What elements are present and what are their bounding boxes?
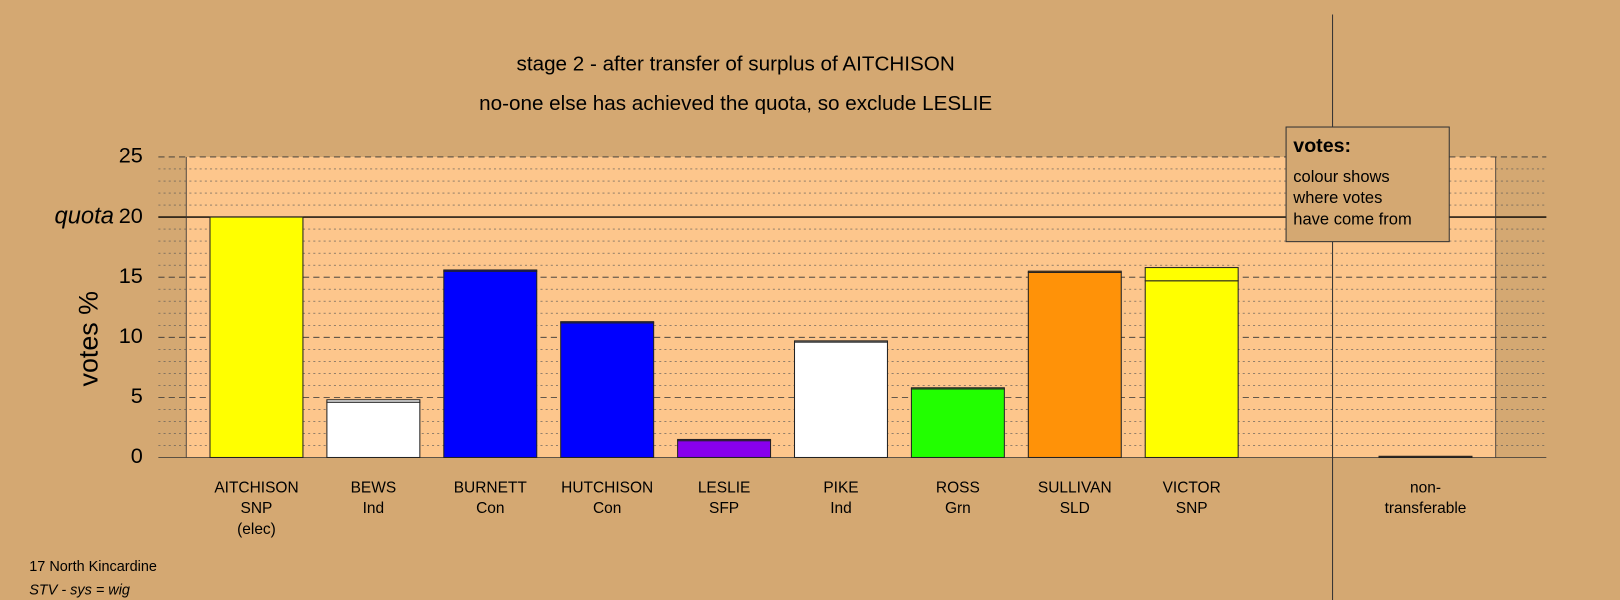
- bar-segment: [1378, 455, 1473, 459]
- footer-line: 17 North Kincardine: [29, 559, 157, 575]
- bar-segment: [209, 216, 304, 459]
- quota-label: quota: [55, 202, 114, 229]
- bar-segment: [793, 340, 888, 343]
- legend-line: colour shows: [1293, 167, 1389, 186]
- bar-segment: [560, 322, 655, 459]
- y-tick-label: 25: [119, 143, 143, 168]
- bar-segment: [1144, 280, 1239, 459]
- legend-line: have come from: [1293, 209, 1411, 228]
- bar-segment: [560, 321, 655, 324]
- bar-segment: [793, 341, 888, 459]
- x-tick-label: BURNETT: [454, 480, 528, 497]
- legend-box: [1285, 126, 1450, 243]
- x-tick-label: Con: [593, 500, 621, 517]
- x-tick-label: SFP: [709, 500, 739, 517]
- x-tick-label: Ind: [363, 500, 385, 517]
- x-tick-label: VICTOR: [1163, 480, 1221, 497]
- y-tick-label: 5: [131, 383, 143, 408]
- bar-segment: [1027, 271, 1122, 459]
- x-tick-label: SLD: [1060, 500, 1090, 517]
- legend-title: votes:: [1293, 135, 1351, 157]
- y-axis-label: votes %: [73, 291, 103, 386]
- bar-segment: [1144, 267, 1239, 282]
- x-tick-label: SNP: [1176, 500, 1208, 517]
- x-tick-label: LESLIE: [698, 480, 751, 497]
- y-tick-label: 15: [119, 263, 143, 288]
- bar-segment: [443, 270, 538, 459]
- x-tick-label: AITCHISON: [214, 480, 298, 497]
- x-tick-label: transferable: [1385, 500, 1467, 517]
- x-tick-label: Grn: [945, 500, 971, 517]
- y-tick-label: 0: [131, 443, 143, 468]
- x-tick-label: Ind: [830, 500, 852, 517]
- chart-subtitle: no-one else has achieved the quota, so e…: [479, 92, 992, 115]
- x-tick-label: Con: [476, 500, 504, 517]
- x-tick-label: PIKE: [823, 480, 858, 497]
- bar-segment: [910, 387, 1005, 390]
- x-tick-label: non-: [1410, 480, 1441, 497]
- bar-segment: [1027, 270, 1122, 273]
- y-tick-label: 20: [119, 203, 143, 228]
- y-tick-label: 10: [119, 323, 143, 348]
- bar-segment: [443, 269, 538, 272]
- x-tick-label: SULLIVAN: [1038, 480, 1112, 497]
- legend: votes: colour shows where votes have come …: [1285, 126, 1450, 243]
- bar-segment: [326, 399, 421, 403]
- bar-segment: [910, 388, 1005, 459]
- footer-line: STV - sys = wig: [29, 583, 130, 599]
- bar-segment: [677, 440, 772, 459]
- x-tick-label: BEWS: [351, 480, 397, 497]
- x-tick-label: HUTCHISON: [561, 480, 653, 497]
- bar-segment: [677, 438, 772, 442]
- chart-title: stage 2 - after transfer of surplus of A…: [517, 53, 955, 76]
- plot: 0 5 10 15 20 25 quota AITCHISON SNP (elec) BEWS Ind…: [55, 143, 1547, 538]
- legend-line: where votes: [1292, 188, 1382, 207]
- x-tick-label: ROSS: [936, 480, 980, 497]
- x-tick-label: SNP: [241, 500, 273, 517]
- x-tick-label: (elec): [237, 521, 276, 538]
- bar-segment: [326, 401, 421, 459]
